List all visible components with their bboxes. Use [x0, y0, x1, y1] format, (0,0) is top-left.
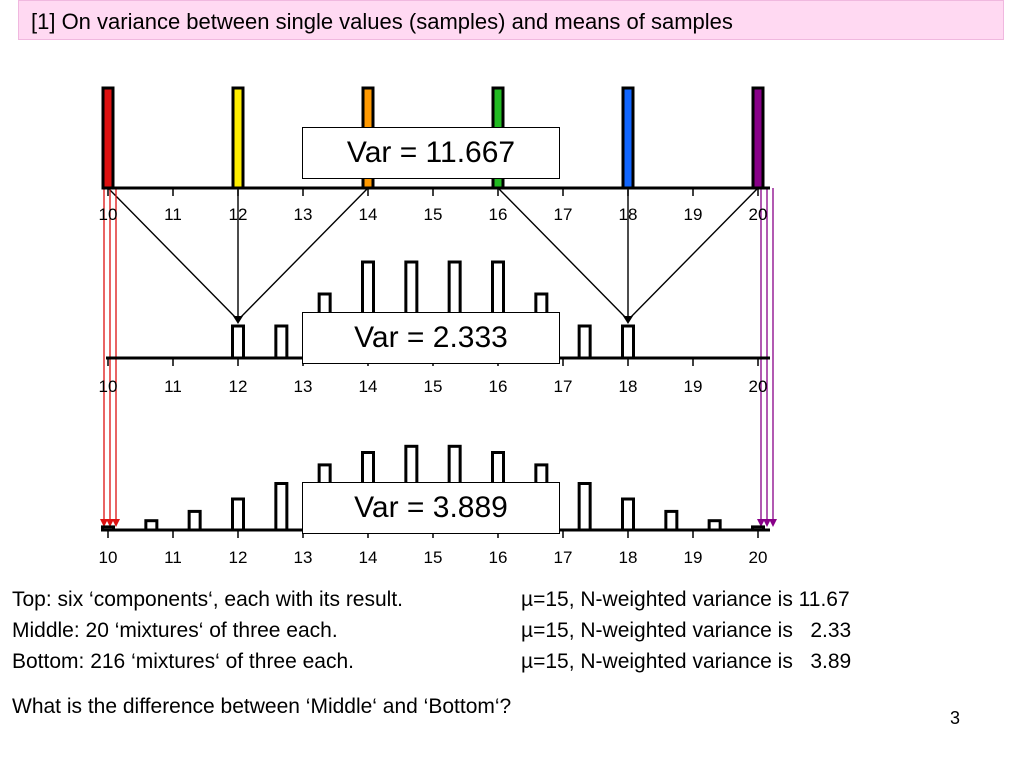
- caption-bottom-left: Bottom: 216 ‘mixtures‘ of three each.: [12, 650, 354, 673]
- var-middle-label: Var = 2.333: [354, 321, 508, 354]
- tick-label: 17: [554, 377, 573, 396]
- long-arrow-head: [763, 519, 771, 527]
- caption-middle-right: µ=15, N-weighted variance is 2.33: [521, 619, 852, 642]
- tick-label: 15: [424, 548, 443, 567]
- tick-label: 19: [684, 377, 703, 396]
- bar: [621, 497, 635, 532]
- bar: [187, 509, 202, 532]
- tick-label: 15: [424, 377, 443, 396]
- tick-label: 12: [229, 377, 248, 396]
- tick-label: 12: [229, 548, 248, 567]
- tick-label: 20: [749, 377, 768, 396]
- long-arrow-head: [769, 519, 777, 527]
- bar: [751, 86, 765, 190]
- slide-title: [1] On variance between single values (s…: [31, 9, 733, 34]
- bar: [231, 86, 245, 190]
- tick-label: 14: [359, 205, 378, 224]
- tick-label: 17: [554, 548, 573, 567]
- tick-label: 13: [294, 548, 313, 567]
- tick-label: 15: [424, 205, 443, 224]
- tick-label: 18: [619, 377, 638, 396]
- page-number: 3: [950, 708, 961, 728]
- caption-bottom-right: µ=15, N-weighted variance is 3.89: [521, 650, 852, 673]
- mix-arrow-line: [237, 187, 369, 321]
- long-arrow-head: [100, 519, 108, 527]
- bar: [664, 509, 679, 532]
- var-top-label: Var = 11.667: [346, 136, 516, 169]
- bar: [577, 482, 592, 532]
- mix-arrow-line: [497, 187, 629, 321]
- var-bottom-box: Var = 3.889: [302, 482, 560, 534]
- var-bottom-label: Var = 3.889: [354, 491, 508, 524]
- tick-label: 19: [684, 205, 703, 224]
- tick-label: 14: [359, 377, 378, 396]
- caption-top-left: Top: six ‘components‘, each with its res…: [12, 588, 404, 611]
- tick-label: 17: [554, 205, 573, 224]
- tick-label: 11: [164, 377, 182, 396]
- bar: [101, 525, 115, 532]
- bar: [274, 324, 289, 360]
- mix-arrow-line: [107, 187, 239, 321]
- tick-label: 19: [684, 548, 703, 567]
- var-middle-box: Var = 2.333: [302, 312, 560, 364]
- bar: [274, 482, 289, 532]
- tick-label: 16: [489, 377, 508, 396]
- bar: [621, 324, 635, 360]
- bar: [707, 519, 722, 532]
- bar: [101, 86, 115, 190]
- bar: [231, 324, 245, 360]
- tick-label: 12: [229, 205, 248, 224]
- tick-label: 18: [619, 548, 638, 567]
- arrow-head: [233, 316, 243, 324]
- caption-top-right: µ=15, N-weighted variance is 11.67: [521, 588, 850, 611]
- tick-label: 14: [359, 548, 378, 567]
- tick-label: 16: [489, 205, 508, 224]
- bar: [231, 497, 245, 532]
- caption-middle-left: Middle: 20 ‘mixtures‘ of three each.: [12, 619, 338, 642]
- tick-label: 10: [99, 548, 118, 567]
- long-arrow-head: [757, 519, 765, 527]
- tick-label: 18: [619, 205, 638, 224]
- tick-label: 10: [99, 377, 118, 396]
- long-arrow-head: [112, 519, 120, 527]
- bar: [751, 525, 765, 532]
- bar: [577, 324, 592, 360]
- arrow-head: [623, 316, 633, 324]
- bar: [144, 519, 159, 532]
- caption-question: What is the difference between ‘Middle‘ …: [12, 695, 512, 718]
- tick-label: 11: [164, 548, 182, 567]
- tick-label: 11: [164, 205, 182, 224]
- mix-arrow-line: [627, 187, 759, 321]
- tick-label: 20: [749, 205, 768, 224]
- tick-label: 13: [294, 205, 313, 224]
- title-bar: [1] On variance between single values (s…: [18, 0, 1004, 40]
- tick-label: 20: [749, 548, 768, 567]
- tick-label: 13: [294, 377, 313, 396]
- bar: [621, 86, 635, 190]
- var-top-box: Var = 11.667: [302, 127, 560, 179]
- long-arrow-head: [106, 519, 114, 527]
- tick-label: 10: [99, 205, 118, 224]
- tick-label: 16: [489, 548, 508, 567]
